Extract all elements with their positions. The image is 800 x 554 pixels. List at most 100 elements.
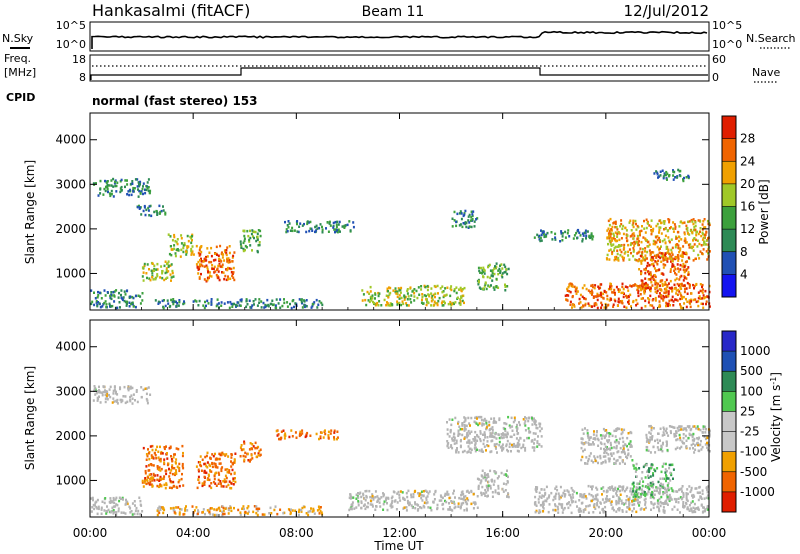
velocity-cell: [427, 492, 430, 495]
power-cell: [315, 298, 318, 302]
power-cell: [389, 302, 392, 305]
velocity-cell: [547, 510, 550, 514]
velocity-cell: [468, 439, 471, 442]
power-cell: [679, 297, 682, 301]
velocity-cell: [221, 451, 224, 455]
power-cell: [678, 284, 680, 287]
power-cell: [343, 226, 346, 229]
power-cell: [592, 296, 595, 299]
y-tick-label: 4000: [55, 133, 86, 147]
power-cell: [581, 295, 584, 299]
power-cell: [632, 219, 635, 223]
velocity-cell: [96, 507, 99, 510]
power-cell: [221, 263, 224, 266]
velocity-cell: [256, 446, 259, 450]
power-cell: [157, 300, 160, 304]
power-cell: [620, 250, 623, 254]
velocity-cell: [440, 495, 443, 499]
velocity-cell: [100, 512, 103, 515]
velocity-cell: [251, 457, 254, 460]
velocity-cell: [500, 436, 503, 439]
velocity-cell: [564, 493, 567, 496]
velocity-cell: [221, 510, 224, 514]
velocity-cell: [243, 460, 246, 463]
velocity-cell: [412, 495, 415, 499]
power-cell: [438, 296, 441, 300]
power-cell: [119, 190, 122, 194]
power-cell: [684, 241, 687, 244]
velocity-cell: [397, 490, 400, 494]
power-cell: [696, 230, 699, 234]
power-cell: [103, 301, 106, 305]
power-cell: [131, 295, 134, 299]
power-cell: [546, 231, 549, 235]
velocity-cell: [652, 486, 654, 489]
velocity-cell: [704, 425, 707, 429]
power-cell: [593, 302, 596, 305]
power-cell: [614, 220, 617, 224]
velocity-cell: [446, 432, 449, 436]
power-cell: [407, 295, 410, 298]
velocity-cell: [220, 469, 223, 473]
power-cell: [370, 299, 373, 302]
power-cell: [584, 304, 587, 307]
power-cell: [566, 289, 569, 292]
velocity-cell: [676, 426, 679, 430]
velocity-cell: [371, 503, 374, 506]
power-cell: [217, 264, 220, 268]
velocity-cell: [472, 438, 475, 441]
power-cell: [621, 282, 624, 286]
velocity-cell: [476, 448, 478, 451]
velocity-cell: [650, 428, 653, 432]
power-cell: [114, 179, 117, 182]
velocity-cell: [362, 504, 365, 507]
velocity-cell: [668, 425, 671, 428]
velocity-cell: [563, 506, 566, 510]
power-cell: [369, 295, 372, 299]
power-cell: [205, 304, 207, 308]
velocity-cell: [669, 471, 672, 475]
velocity-cell: [629, 445, 632, 448]
power-cell: [678, 239, 680, 243]
velocity-cell: [533, 417, 535, 420]
velocity-cell: [607, 453, 610, 456]
power-cell: [644, 284, 647, 288]
velocity-cell: [154, 448, 157, 452]
power-cell: [376, 301, 379, 305]
velocity-cell: [663, 428, 665, 431]
power-cell: [120, 189, 123, 192]
velocity-cell: [637, 492, 640, 495]
power-cell: [659, 239, 661, 242]
power-cell: [667, 236, 670, 239]
power-cell: [662, 263, 665, 266]
velocity-cell: [113, 510, 116, 514]
power-cell: [213, 271, 216, 274]
velocity-cell: [360, 501, 363, 505]
velocity-cell: [169, 480, 172, 483]
velocity-cell: [583, 448, 586, 451]
velocity-cell: [295, 436, 298, 439]
velocity-cell: [587, 434, 590, 437]
power-cell: [585, 287, 588, 291]
power-cell: [658, 175, 661, 178]
velocity-cell: [501, 443, 504, 446]
velocity-cell: [476, 506, 479, 509]
velocity-colorbar-swatch: [722, 371, 736, 392]
velocity-cell: [178, 462, 181, 466]
power-cell: [669, 268, 672, 271]
velocity-cell: [268, 512, 271, 515]
velocity-cell: [279, 508, 282, 511]
power-cell: [660, 252, 663, 255]
velocity-cell: [700, 448, 703, 451]
power-cell: [239, 240, 242, 243]
velocity-cell: [474, 441, 477, 445]
power-cell: [684, 260, 687, 264]
velocity-cell: [177, 480, 180, 484]
velocity-cell: [477, 484, 480, 488]
power-cell: [639, 233, 641, 237]
velocity-cell: [649, 432, 652, 435]
power-cell: [284, 220, 286, 224]
power-cell: [156, 211, 159, 215]
velocity-cell: [144, 472, 147, 475]
